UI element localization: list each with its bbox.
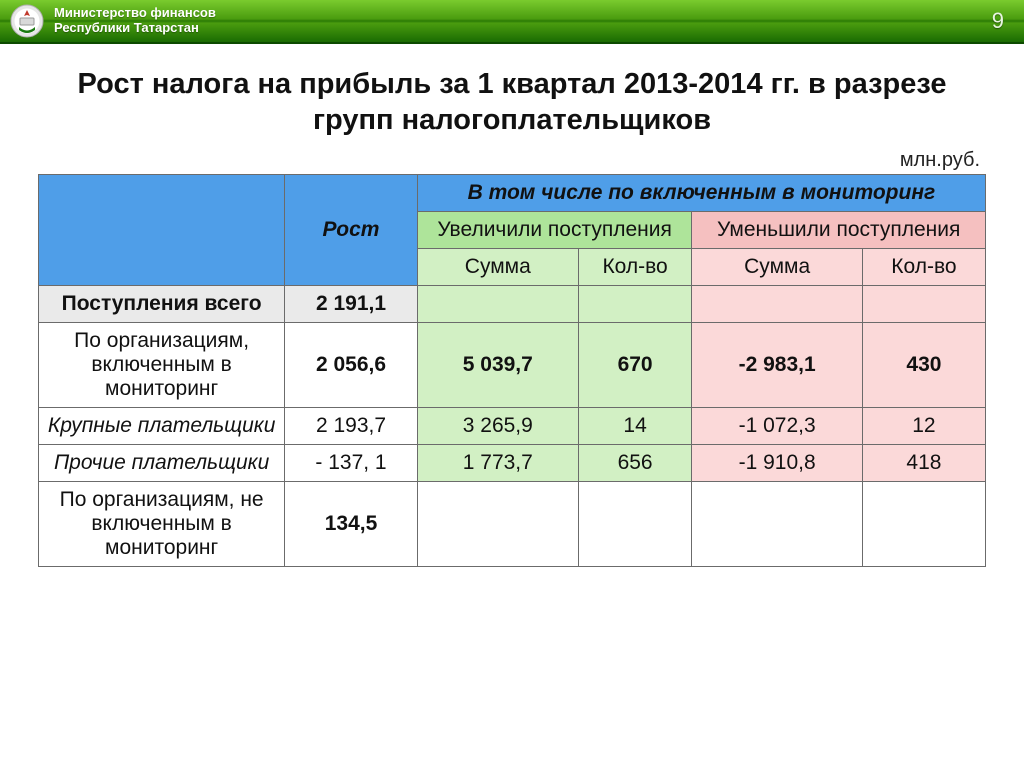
cell-total-dec-sum (692, 285, 862, 322)
cell-total-label: Поступления всего (39, 285, 285, 322)
header-bar: Министерство финансов Республики Татарст… (0, 0, 1024, 44)
emblem-icon (10, 4, 44, 38)
cell-other-rost: - 137, 1 (285, 444, 418, 481)
row-other-payers: Прочие плательщики - 137, 1 1 773,7 656 … (39, 444, 986, 481)
cell-notmon-dec-cnt (862, 481, 985, 566)
data-table: Рост В том числе по включенным в монитор… (38, 174, 986, 567)
cell-total-dec-cnt (862, 285, 985, 322)
header-dec-count: Кол-во (862, 248, 985, 285)
header-decreased: Уменьшили поступления (692, 211, 986, 248)
header-monitoring: В том числе по включенным в мониторинг (417, 174, 985, 211)
cell-inmon-dec-sum: -2 983,1 (692, 322, 862, 407)
cell-large-rost: 2 193,7 (285, 407, 418, 444)
cell-inmon-inc-sum: 5 039,7 (417, 322, 578, 407)
cell-notmon-label: По организациям, не включенным в монитор… (39, 481, 285, 566)
row-total: Поступления всего 2 191,1 (39, 285, 986, 322)
cell-total-inc-sum (417, 285, 578, 322)
cell-notmon-dec-sum (692, 481, 862, 566)
cell-notmon-inc-sum (417, 481, 578, 566)
cell-inmon-dec-cnt: 430 (862, 322, 985, 407)
row-not-in-monitoring: По организациям, не включенным в монитор… (39, 481, 986, 566)
ministry-line1: Министерство финансов (54, 6, 216, 21)
page-number: 9 (992, 8, 1010, 34)
cell-inmon-rost: 2 056,6 (285, 322, 418, 407)
header-row-1: Рост В том числе по включенным в монитор… (39, 174, 986, 211)
header-increased: Увеличили поступления (417, 211, 692, 248)
cell-total-rost: 2 191,1 (285, 285, 418, 322)
cell-other-dec-sum: -1 910,8 (692, 444, 862, 481)
cell-large-label: Крупные плательщики (39, 407, 285, 444)
header-rost: Рост (285, 174, 418, 285)
cell-inmon-label: По организациям, включенным в мониторинг (39, 322, 285, 407)
cell-large-dec-sum: -1 072,3 (692, 407, 862, 444)
cell-other-inc-cnt: 656 (578, 444, 692, 481)
slide-title: Рост налога на прибыль за 1 квартал 2013… (38, 66, 986, 139)
cell-notmon-rost: 134,5 (285, 481, 418, 566)
header-inc-sum: Сумма (417, 248, 578, 285)
ministry-title: Министерство финансов Республики Татарст… (54, 6, 216, 36)
row-in-monitoring: По организациям, включенным в мониторинг… (39, 322, 986, 407)
cell-large-inc-cnt: 14 (578, 407, 692, 444)
unit-label: млн.руб. (38, 149, 986, 172)
ministry-line2: Республики Татарстан (54, 21, 216, 36)
cell-other-dec-cnt: 418 (862, 444, 985, 481)
cell-other-inc-sum: 1 773,7 (417, 444, 578, 481)
header-blank-cell (39, 174, 285, 285)
row-large-payers: Крупные плательщики 2 193,7 3 265,9 14 -… (39, 407, 986, 444)
cell-inmon-inc-cnt: 670 (578, 322, 692, 407)
content-area: Рост налога на прибыль за 1 квартал 2013… (0, 44, 1024, 567)
cell-notmon-inc-cnt (578, 481, 692, 566)
cell-large-inc-sum: 3 265,9 (417, 407, 578, 444)
header-inc-count: Кол-во (578, 248, 692, 285)
cell-other-label: Прочие плательщики (39, 444, 285, 481)
slide: Министерство финансов Республики Татарст… (0, 0, 1024, 768)
cell-total-inc-cnt (578, 285, 692, 322)
cell-large-dec-cnt: 12 (862, 407, 985, 444)
header-dec-sum: Сумма (692, 248, 862, 285)
